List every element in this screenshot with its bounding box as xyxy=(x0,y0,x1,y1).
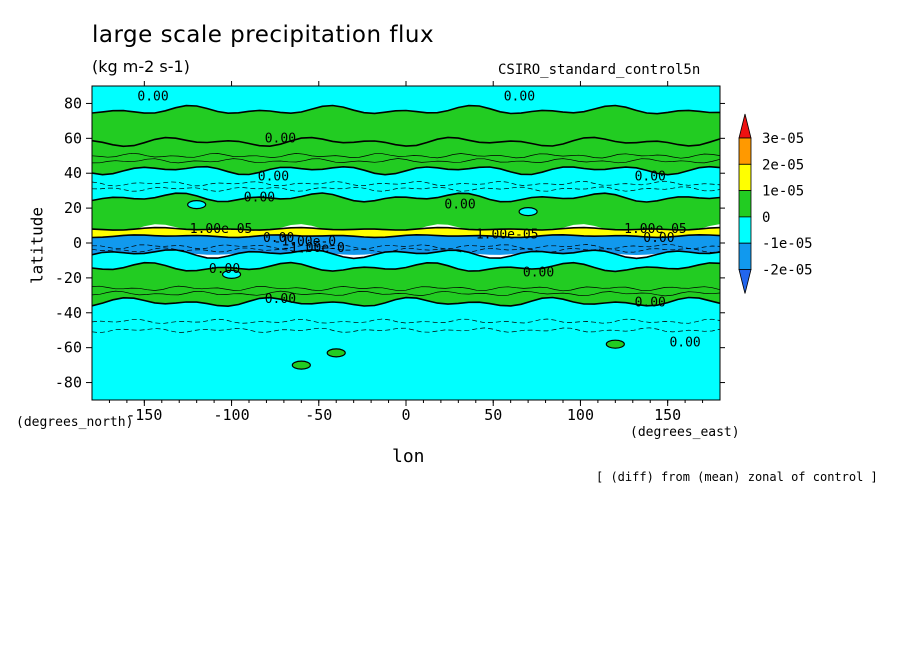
plot-area xyxy=(92,86,720,400)
x-axis-units: (degrees_east) xyxy=(630,425,740,440)
contour-line xyxy=(91,165,721,176)
contour-line xyxy=(91,285,721,292)
contour-label: 0.00 xyxy=(244,191,275,206)
colorbar-legend: 3e-05 2e-05 1e-05 0 -1e-05 -2e-05 xyxy=(738,113,813,294)
x-tick-label: -50 xyxy=(305,406,332,424)
band-negative xyxy=(92,249,720,272)
contour-label: 0.00 xyxy=(444,198,475,213)
band-positive xyxy=(92,262,720,307)
x-axis: -150 -100 -50 0 50 100 150 xyxy=(108,81,704,424)
contour-label: 0.00 xyxy=(669,335,700,350)
contour-label: -1.00e-0 xyxy=(282,241,345,256)
contour-label: 0.00 xyxy=(209,262,240,277)
contour-line xyxy=(91,327,721,334)
contour-label: 0.00 xyxy=(265,292,296,307)
legend-swatch xyxy=(738,113,752,139)
contour-line xyxy=(91,261,721,273)
contour-label: 0.00 xyxy=(635,295,666,310)
contour-label: 0.00 xyxy=(643,231,674,246)
y-tick-label: -20 xyxy=(55,269,82,287)
legend-swatch xyxy=(738,163,752,192)
contour-label: 0.00 xyxy=(263,231,294,246)
x-tick-label: -150 xyxy=(126,406,162,424)
y-axis-units: (degrees_north) xyxy=(16,415,134,430)
contour-line xyxy=(91,290,721,297)
y-tick-label: 60 xyxy=(64,129,82,147)
contour-island xyxy=(187,200,207,210)
y-tick-label: -40 xyxy=(55,304,82,322)
contour-line xyxy=(91,192,721,203)
contour-labels: 0.00 0.000.000.00 0.000.00 0.001.00e-05 1.00… xyxy=(137,89,700,350)
contour-island xyxy=(221,269,242,279)
contour-line xyxy=(91,249,721,260)
x-axis-label: lon xyxy=(392,446,425,467)
contour-label: 0.00 xyxy=(523,266,554,281)
y-axis: 80 60 40 20 0 -20 -40 -60 -80 xyxy=(55,94,725,392)
contour-line xyxy=(91,152,721,159)
x-tick-label: 0 xyxy=(401,406,410,424)
contour-label: -1.00e-0 xyxy=(274,234,337,249)
contour-line xyxy=(91,186,721,192)
chart-note: [ (diff) from (mean) zonal of control ] xyxy=(596,470,878,484)
contour-line xyxy=(91,104,721,115)
band-positive xyxy=(92,105,720,147)
contour-label: 1.00e-05 xyxy=(624,222,687,237)
contour-label: 0.00 xyxy=(635,170,666,185)
contour-line xyxy=(91,136,721,148)
contour-line xyxy=(91,226,721,231)
contour-line xyxy=(91,233,721,239)
y-tick-label: -60 xyxy=(55,339,82,357)
y-tick-label: 20 xyxy=(64,199,82,217)
legend-label: -2e-05 xyxy=(762,263,813,279)
legend-swatch xyxy=(738,137,752,165)
legend-swatch xyxy=(738,216,752,244)
contour-lines xyxy=(91,104,721,334)
contour-label: 0.00 xyxy=(137,89,168,104)
contour-label: 1.00e-05 xyxy=(476,227,539,242)
contour-label: 1.00e-05 xyxy=(190,222,253,237)
legend-label: 2e-05 xyxy=(762,157,804,173)
contour-line xyxy=(91,318,721,324)
x-tick-label: 50 xyxy=(484,406,502,424)
legend-label: 1e-05 xyxy=(762,184,804,200)
legend-swatch xyxy=(738,242,752,270)
contour-line xyxy=(91,247,721,253)
legend-label: 3e-05 xyxy=(762,131,804,147)
contour-label: 0.00 xyxy=(504,89,535,104)
run-name: CSIRO_standard_control5n xyxy=(498,62,701,78)
x-tick-label: -100 xyxy=(213,406,249,424)
y-tick-label: -80 xyxy=(55,374,82,392)
contour-line xyxy=(91,296,721,308)
chart-title: large scale precipitation flux xyxy=(92,22,435,48)
legend-swatch xyxy=(738,269,752,294)
contour-line xyxy=(91,180,721,187)
legend-label: 0 xyxy=(762,210,770,226)
band-negative xyxy=(92,86,720,114)
legend-swatch xyxy=(738,190,752,218)
contour-line xyxy=(91,158,721,164)
contour-island xyxy=(518,207,538,217)
chart-units: (kg m-2 s-1) xyxy=(92,57,190,76)
contour-island xyxy=(326,348,346,358)
contour-island xyxy=(291,360,311,370)
y-tick-label: 0 xyxy=(73,234,82,252)
x-tick-label: 150 xyxy=(654,406,681,424)
x-tick-label: 100 xyxy=(567,406,594,424)
contour-island xyxy=(605,339,625,349)
contour-label: 0.00 xyxy=(265,131,296,146)
legend-label: -1e-05 xyxy=(762,236,813,252)
y-tick-label: 40 xyxy=(64,164,82,182)
contour-label: 0.00 xyxy=(258,170,289,185)
band-negative xyxy=(92,297,720,400)
y-tick-label: 80 xyxy=(64,94,82,112)
band-negative xyxy=(92,166,720,202)
contour-line xyxy=(92,244,721,250)
band-positive xyxy=(92,193,720,233)
